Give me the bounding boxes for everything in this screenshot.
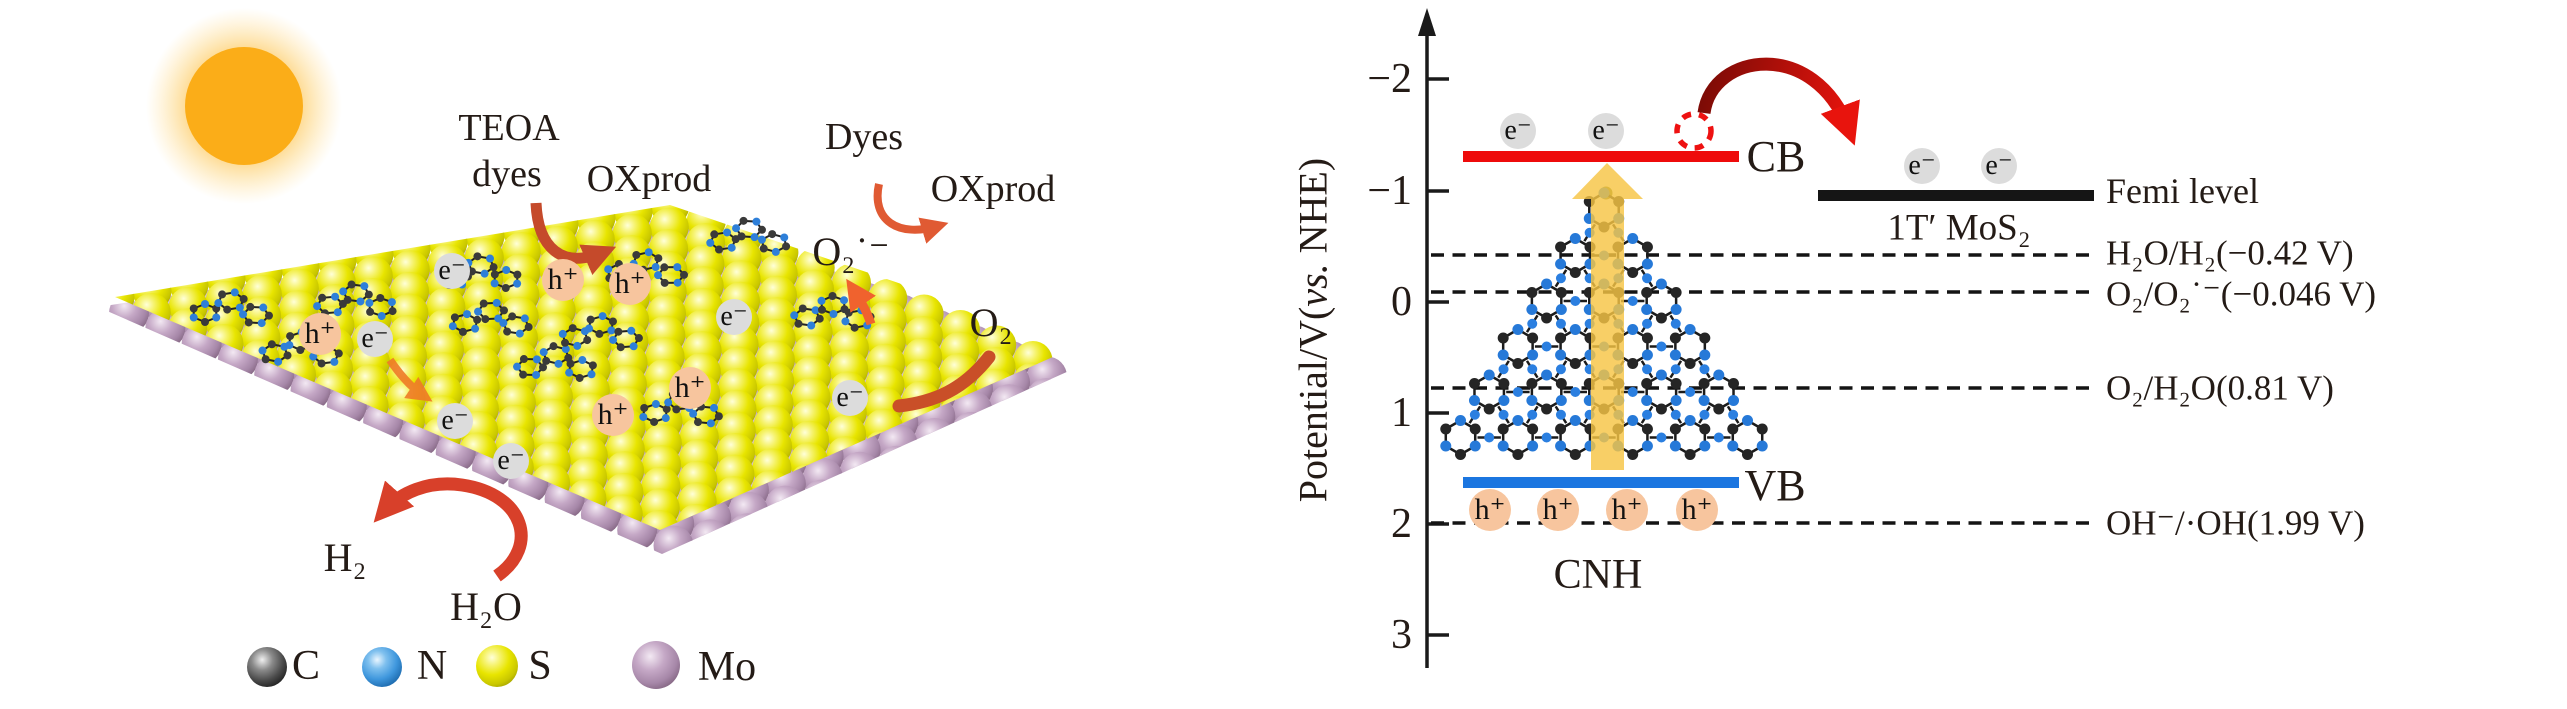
superoxide-arrow <box>846 278 876 326</box>
tick-label: 2 <box>1391 501 1412 547</box>
dyes-oxidation-arrow <box>873 183 949 244</box>
hole-badge: h⁺ <box>542 259 584 301</box>
hole-badge: h⁺ <box>1676 489 1718 531</box>
electron-badge: e⁻ <box>357 321 393 357</box>
hole-badge: h⁺ <box>1606 489 1648 531</box>
legend-label-c: C <box>291 643 321 689</box>
h2o-label: H₂O <box>450 584 522 629</box>
potential-axis <box>1418 8 1449 668</box>
electron-badge: e⁻ <box>1588 113 1624 149</box>
carbon-sphere-icon <box>247 647 287 687</box>
sun-icon <box>146 8 342 204</box>
hole-badge: h⁺ <box>1537 489 1579 531</box>
fermi-level-line <box>1818 190 2094 201</box>
h2-label: H₂ <box>323 535 367 580</box>
fermi-label: Femi level <box>2106 171 2259 211</box>
electron-badge: e⁻ <box>1904 148 1940 184</box>
catalyst-sheet <box>109 205 1100 554</box>
electron-transfer-arrow <box>1697 57 1860 146</box>
hole-badge: h⁺ <box>669 367 711 409</box>
redox-label-h2o-h2: H₂O/H₂(−0.42 V) <box>2106 233 2354 273</box>
dyes2-label: Dyes <box>824 116 904 158</box>
teoa-oxidation-arrow <box>530 202 617 275</box>
electron-badge: e⁻ <box>437 403 473 439</box>
oxprod-label: OXprod <box>586 158 712 200</box>
cb-band-line <box>1463 151 1739 162</box>
axis-arrowhead-icon <box>1418 8 1436 36</box>
legend-label-s: S <box>528 643 552 689</box>
molybdenum-sphere-icon <box>632 641 680 689</box>
o2-adsorption-arrow <box>892 350 996 413</box>
tick-label: −1 <box>1367 168 1412 214</box>
cnh-label: CNH <box>1553 552 1643 598</box>
mos2-label: 1T′ MoS₂ <box>1887 207 2031 249</box>
redox-label-o2-h2o: O₂/H₂O(0.81 V) <box>2106 368 2334 408</box>
legend-label-mo: Mo <box>697 644 757 690</box>
legend-spheres <box>247 641 680 689</box>
redox-label-o2-superoxide: O₂/O₂˙⁻(−0.046 V) <box>2106 274 2377 314</box>
vacated-electron-circle <box>1674 111 1714 151</box>
electron-badge: e⁻ <box>493 443 529 479</box>
tick-label: 3 <box>1391 612 1412 658</box>
hole-badge: h⁺ <box>1469 489 1511 531</box>
electron-badge: e⁻ <box>832 380 868 416</box>
tick-label: 1 <box>1391 390 1412 436</box>
electron-path-arrow <box>386 357 433 402</box>
teoa-label: TEOA <box>458 107 560 149</box>
vb-label: VB <box>1744 461 1806 510</box>
o2-label: O₂ <box>969 300 1013 345</box>
axis-title: Potential/V(vs. NHE) <box>1290 157 1336 503</box>
redox-label-oh-radical: OH⁻/·OH(1.99 V) <box>2106 503 2365 543</box>
sulfur-sphere-icon <box>476 645 518 687</box>
excitation-arrow <box>1572 163 1643 470</box>
legend-label-n: N <box>416 643 448 689</box>
electron-badge: e⁻ <box>716 299 752 335</box>
water-reduction-arrow <box>373 477 528 582</box>
hole-badge: h⁺ <box>592 394 634 436</box>
electron-badge: e⁻ <box>1981 148 2017 184</box>
tick-label: 0 <box>1391 279 1412 325</box>
hole-badge: h⁺ <box>299 313 341 355</box>
vb-band-line <box>1463 477 1739 488</box>
electron-badge: e⁻ <box>1500 113 1536 149</box>
nitrogen-sphere-icon <box>362 647 402 687</box>
oxprod2-label: OXprod <box>930 168 1056 210</box>
electron-badge: e⁻ <box>434 253 470 289</box>
dyes-label: dyes <box>472 153 542 195</box>
superoxide-label: O₂˙⁻ <box>812 229 890 274</box>
tick-label: −2 <box>1367 56 1412 102</box>
cb-label: CB <box>1746 132 1806 181</box>
hole-badge: h⁺ <box>609 263 651 305</box>
